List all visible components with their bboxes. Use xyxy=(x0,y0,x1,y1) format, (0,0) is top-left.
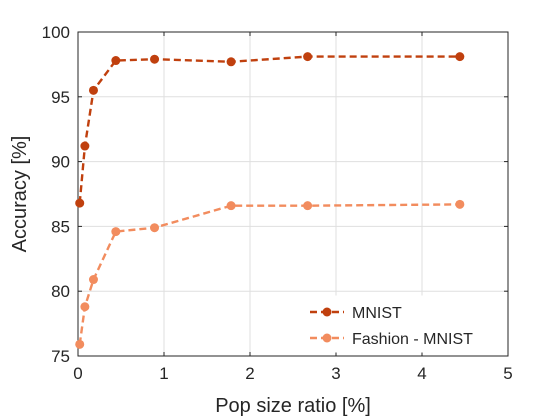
data-point xyxy=(303,201,313,211)
legend-label: MNIST xyxy=(352,305,402,322)
series-line xyxy=(78,55,460,204)
data-point xyxy=(88,85,98,95)
x-tick-label: 4 xyxy=(417,364,426,383)
x-tick-label: 2 xyxy=(245,364,254,383)
x-tick-label: 0 xyxy=(73,364,82,383)
y-tick-label: 100 xyxy=(42,23,70,42)
legend-marker xyxy=(322,307,332,317)
series-2 xyxy=(75,199,465,349)
data-point xyxy=(111,227,121,237)
data-point xyxy=(80,302,90,312)
x-tick-label: 5 xyxy=(503,364,512,383)
legend-item: Fashion - MNIST xyxy=(310,331,473,348)
legend-marker xyxy=(322,333,332,343)
plot-frame xyxy=(77,31,509,357)
y-tick-label: 90 xyxy=(51,153,70,172)
data-point xyxy=(455,199,465,209)
data-point xyxy=(75,198,85,208)
series-line xyxy=(78,203,460,345)
data-point xyxy=(303,52,313,62)
data-point xyxy=(150,223,160,233)
legend-item: MNIST xyxy=(310,305,402,322)
legend: MNIST Fashion - MNIST xyxy=(301,295,503,353)
legend-box xyxy=(301,295,503,353)
data-point xyxy=(111,56,121,66)
data-point xyxy=(88,275,98,285)
x-tick-label: 1 xyxy=(159,364,168,383)
y-tick-label: 80 xyxy=(51,282,70,301)
data-point xyxy=(455,52,465,62)
x-axis-label: Pop size ratio [%] xyxy=(215,395,371,417)
y-tick-label: 95 xyxy=(51,88,70,107)
y-axis-label: Accuracy [%] xyxy=(9,136,31,253)
x-tick-label: 3 xyxy=(331,364,340,383)
series-layer xyxy=(75,52,465,349)
series-1 xyxy=(75,52,465,208)
data-point xyxy=(80,141,90,151)
data-point xyxy=(226,57,236,67)
legend-label: Fashion - MNIST xyxy=(352,331,473,348)
y-tick-label: 75 xyxy=(51,347,70,366)
data-point xyxy=(226,201,236,211)
data-point xyxy=(150,54,160,64)
axis-ticks: 0 1 2 3 4 5 75 80 85 90 95 100 xyxy=(42,23,513,383)
data-point xyxy=(75,339,85,349)
y-tick-label: 85 xyxy=(51,217,70,236)
